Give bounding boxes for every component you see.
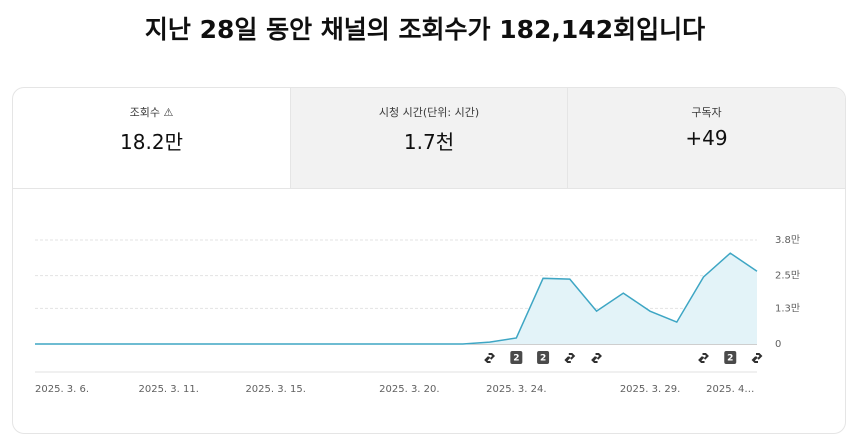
x-tick-label: 2025. 3. 24. (486, 384, 546, 395)
warning-icon: ⚠ (163, 106, 174, 119)
y-tick-label: 0 (775, 339, 781, 350)
link-icon (484, 353, 496, 363)
link-icon (591, 353, 602, 363)
event-icon (591, 353, 602, 363)
event-count: 2 (540, 354, 546, 364)
link-icon (564, 353, 576, 363)
tab-subscribers[interactable]: 구독자 +49 (568, 88, 845, 189)
link-icon (698, 353, 709, 363)
event-badge (724, 351, 737, 364)
event-icon (698, 353, 709, 363)
analytics-card: 조회수 ⚠ 18.2만 시청 시간(단위: 시간) 1.7천 구독자 +49 (12, 87, 846, 434)
tab-value: +49 (685, 126, 728, 150)
tab-views[interactable]: 조회수 ⚠ 18.2만 (13, 88, 291, 189)
event-badge (510, 351, 523, 364)
area-fill (35, 253, 757, 344)
tab-value: 1.7천 (403, 130, 455, 154)
y-tick-label: 2.5만 (775, 270, 800, 282)
x-tick-label: 2025. 3. 11. (138, 384, 198, 395)
event-icon (564, 353, 576, 363)
event-count: 2 (513, 354, 519, 364)
y-tick-label: 3.8만 (775, 234, 800, 246)
y-tick-label: 1.3만 (775, 302, 800, 314)
x-tick-label: 2025. 3. 6. (35, 384, 89, 395)
tab-label: 시청 시간(단위: 시간) (378, 106, 480, 119)
event-icon (751, 353, 763, 363)
x-tick-label: 2025. 3. 20. (379, 384, 439, 395)
tab-label: 구독자 (691, 106, 722, 119)
x-tick-label: 2025. 3. 15. (245, 384, 305, 395)
tab-label: 조회수 (129, 106, 160, 119)
x-tick-label: 2025. 4… (706, 384, 754, 395)
event-count: 2 (727, 354, 733, 364)
event-icon (484, 353, 496, 363)
line (35, 252, 758, 345)
tab-value: 18.2만 (120, 130, 183, 154)
link-icon (751, 353, 763, 363)
tab-watch-time[interactable]: 시청 시간(단위: 시간) 1.7천 (291, 88, 568, 189)
page-title: 지난 28일 동안 채널의 조회수가 182,142회입니다 (144, 15, 706, 44)
event-badge (537, 351, 550, 364)
x-tick-label: 2025. 3. 29. (620, 384, 680, 395)
